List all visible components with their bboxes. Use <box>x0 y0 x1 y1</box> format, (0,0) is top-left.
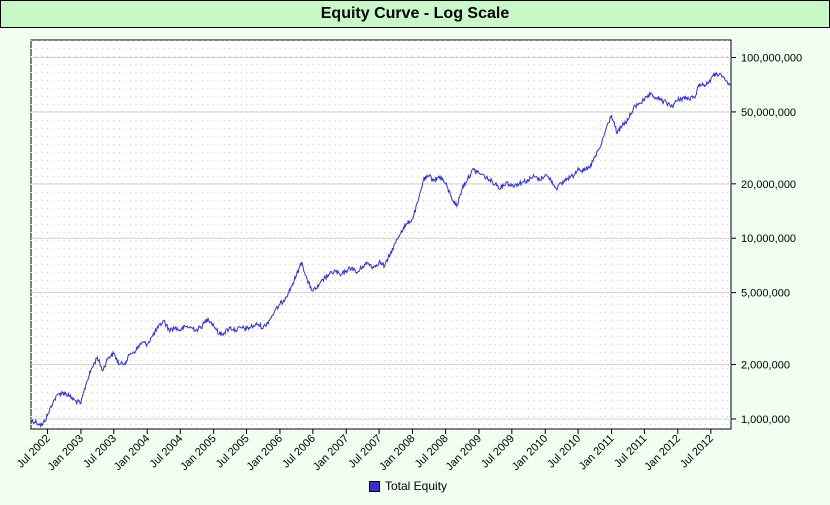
x-tick-label: Jan 2003 <box>46 433 86 473</box>
x-tick-label: Jan 2008 <box>377 433 417 473</box>
equity-chart: 1,000,000 2,000,000 5,000,000 10,000,000 20,… <box>15 39 802 473</box>
plot-background <box>30 39 732 430</box>
legend-label: Total Equity <box>385 479 448 493</box>
x-tick-label: Jan 2010 <box>510 433 550 473</box>
y-tick-label: 1,000,000 <box>741 414 790 426</box>
legend-swatch <box>369 480 380 492</box>
x-tick-label: Jan 2011 <box>577 433 617 473</box>
y-tick-label: 100,000,000 <box>741 53 802 65</box>
y-tick-label: 50,000,000 <box>741 107 796 119</box>
x-tick-label: Jan 2005 <box>178 433 218 473</box>
x-tick-label: Jan 2009 <box>444 433 484 473</box>
x-tick-label: Jul 2012 <box>678 433 716 471</box>
horizontal-gridlines <box>31 57 731 420</box>
x-tick-label: Jan 2007 <box>311 433 351 473</box>
chart-title: Equity Curve - Log Scale <box>0 0 830 28</box>
x-tick-label: Jan 2004 <box>112 433 152 473</box>
y-tick-label: 5,000,000 <box>741 288 790 300</box>
y-tick-label: 10,000,000 <box>741 233 796 245</box>
legend: Total Equity <box>369 479 447 493</box>
y-tick-label: 20,000,000 <box>741 179 796 191</box>
vertical-gridlines <box>30 40 729 429</box>
x-tick-label: Jan 2006 <box>245 433 285 473</box>
y-axis-ticks: 1,000,000 2,000,000 5,000,000 10,000,000 20,… <box>731 53 802 426</box>
x-tick-label: Jan 2012 <box>642 433 682 473</box>
chart-area: 1,000,000 2,000,000 5,000,000 10,000,000 20,… <box>0 27 830 500</box>
y-tick-label: 2,000,000 <box>741 360 790 372</box>
total-equity-line <box>30 71 731 429</box>
